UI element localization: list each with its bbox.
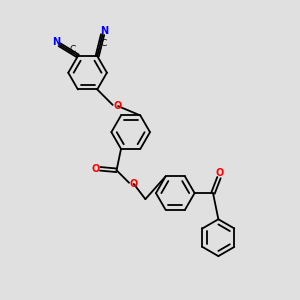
Text: O: O — [92, 164, 100, 174]
Text: O: O — [215, 169, 224, 178]
Text: C: C — [70, 45, 76, 54]
Text: N: N — [52, 37, 60, 47]
Text: O: O — [114, 101, 122, 111]
Text: O: O — [130, 179, 138, 189]
Text: N: N — [100, 26, 108, 36]
Text: C: C — [101, 39, 107, 48]
